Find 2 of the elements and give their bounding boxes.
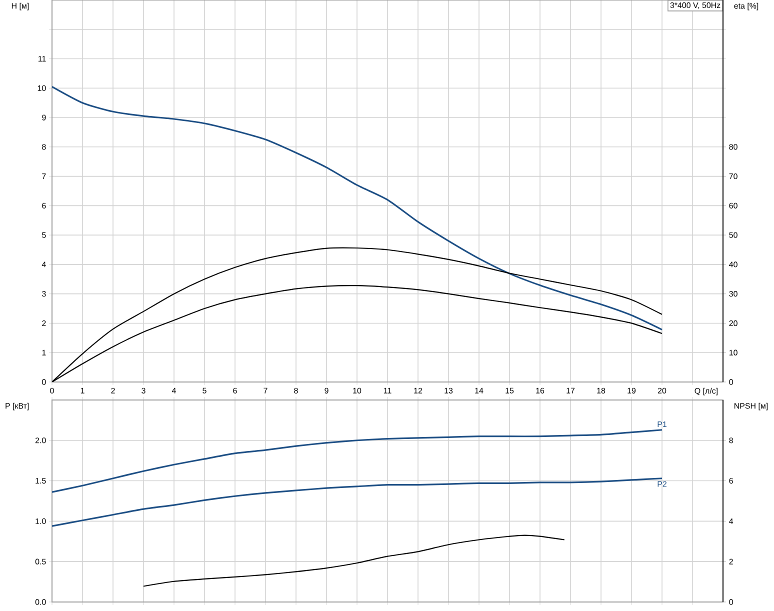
line-series — [142, 534, 565, 587]
line-series — [52, 86, 663, 330]
